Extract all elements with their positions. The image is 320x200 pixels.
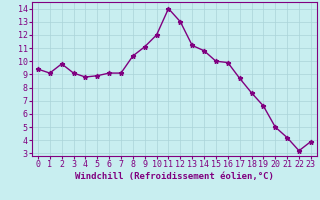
X-axis label: Windchill (Refroidissement éolien,°C): Windchill (Refroidissement éolien,°C)	[75, 172, 274, 181]
